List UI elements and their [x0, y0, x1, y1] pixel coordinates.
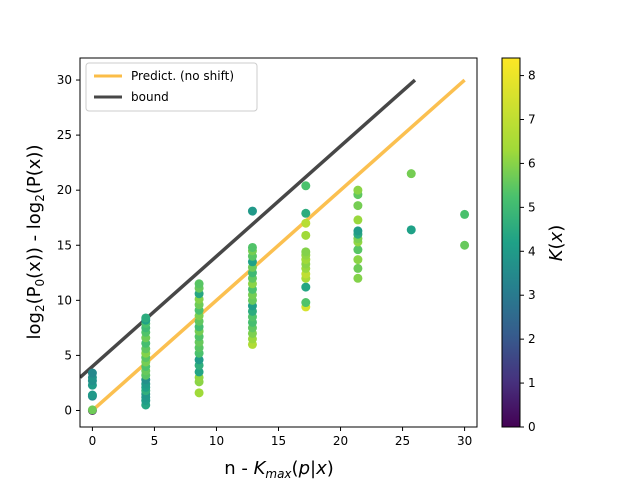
- y-tick-label: 0: [64, 403, 72, 417]
- legend-box: [85, 62, 258, 112]
- colorbar-ticks: 0 1 2 3 4 5 6 7 8: [520, 69, 536, 434]
- y-tick-label: 30: [57, 73, 72, 87]
- scatter-point: [87, 368, 97, 378]
- colorbar-tick-label: 4: [528, 244, 536, 258]
- scatter-point: [301, 181, 311, 191]
- x-tick-label: 20: [333, 434, 348, 448]
- y-tick-label: 15: [57, 238, 72, 252]
- line-bound: [80, 78, 417, 379]
- scatter-point: [353, 226, 363, 236]
- y-axis-ticks: 0 5 10 15 20 25 30: [57, 73, 80, 417]
- lines-layer: [80, 78, 466, 412]
- colorbar-tick-label: 7: [528, 113, 536, 127]
- line-predict: [91, 78, 466, 412]
- points-layer: [87, 169, 470, 415]
- x-tick-label: 30: [457, 434, 472, 448]
- scatter-point: [194, 355, 204, 365]
- scatter-point: [87, 405, 97, 415]
- x-axis-ticks: 0 5 10 15 20 25 30: [89, 427, 472, 448]
- x-tick-label: 5: [151, 434, 159, 448]
- colorbar-tick-label: 0: [528, 420, 536, 434]
- scatter-point: [87, 390, 97, 400]
- y-axis-title: log2(P0(x)) - log2(P(x)): [24, 145, 47, 340]
- legend-label-bound: bound: [131, 90, 169, 104]
- legend: Predict. (no shift) bound: [85, 62, 258, 112]
- scatter-point: [194, 279, 204, 289]
- scatter-point: [141, 313, 151, 323]
- scatter-point: [353, 215, 363, 225]
- scatter-point: [301, 247, 311, 257]
- x-tick-label: 10: [209, 434, 224, 448]
- y-tick-label: 20: [57, 183, 72, 197]
- colorbar-tick-label: 5: [528, 200, 536, 214]
- scatter-point: [460, 209, 470, 219]
- scatter-point: [353, 185, 363, 195]
- colorbar-tick-label: 3: [528, 288, 536, 302]
- scatter-point: [301, 230, 311, 240]
- scatter-point: [247, 242, 257, 252]
- colorbar-tick-label: 2: [528, 332, 536, 346]
- colorbar-tick-label: 6: [528, 156, 536, 170]
- scatter-point: [353, 255, 363, 265]
- x-tick-label: 15: [271, 434, 286, 448]
- plot-frame: [79, 57, 478, 428]
- colorbar: 0 1 2 3 4 5 6 7 8 K(x): [501, 57, 567, 434]
- colorbar-tick-label: 8: [528, 69, 536, 83]
- scatter-point: [353, 245, 363, 255]
- scatter-point: [406, 225, 416, 235]
- y-tick-label: 10: [57, 293, 72, 307]
- colorbar-label: K(x): [546, 225, 567, 262]
- scatter-point: [353, 263, 363, 273]
- x-tick-label: 25: [395, 434, 410, 448]
- scatter-point: [460, 240, 470, 250]
- x-axis-title: n - Kmax(p|x): [224, 458, 334, 480]
- scatter-point: [194, 367, 204, 377]
- legend-label-predict: Predict. (no shift): [131, 69, 234, 83]
- x-tick-label: 0: [89, 434, 97, 448]
- scatter-point: [301, 218, 311, 228]
- colorbar-tick-label: 1: [528, 376, 536, 390]
- y-tick-label: 25: [57, 128, 72, 142]
- scatter-point: [194, 388, 204, 398]
- scatter-point: [353, 201, 363, 211]
- scatter-point: [301, 298, 311, 308]
- colorbar-gradient: [501, 57, 521, 428]
- y-tick-label: 5: [64, 348, 72, 362]
- scatter-point: [353, 273, 363, 283]
- scatter-point: [301, 282, 311, 292]
- scatter-point: [247, 206, 257, 216]
- scatter-point: [406, 169, 416, 179]
- scatter-point: [301, 208, 311, 218]
